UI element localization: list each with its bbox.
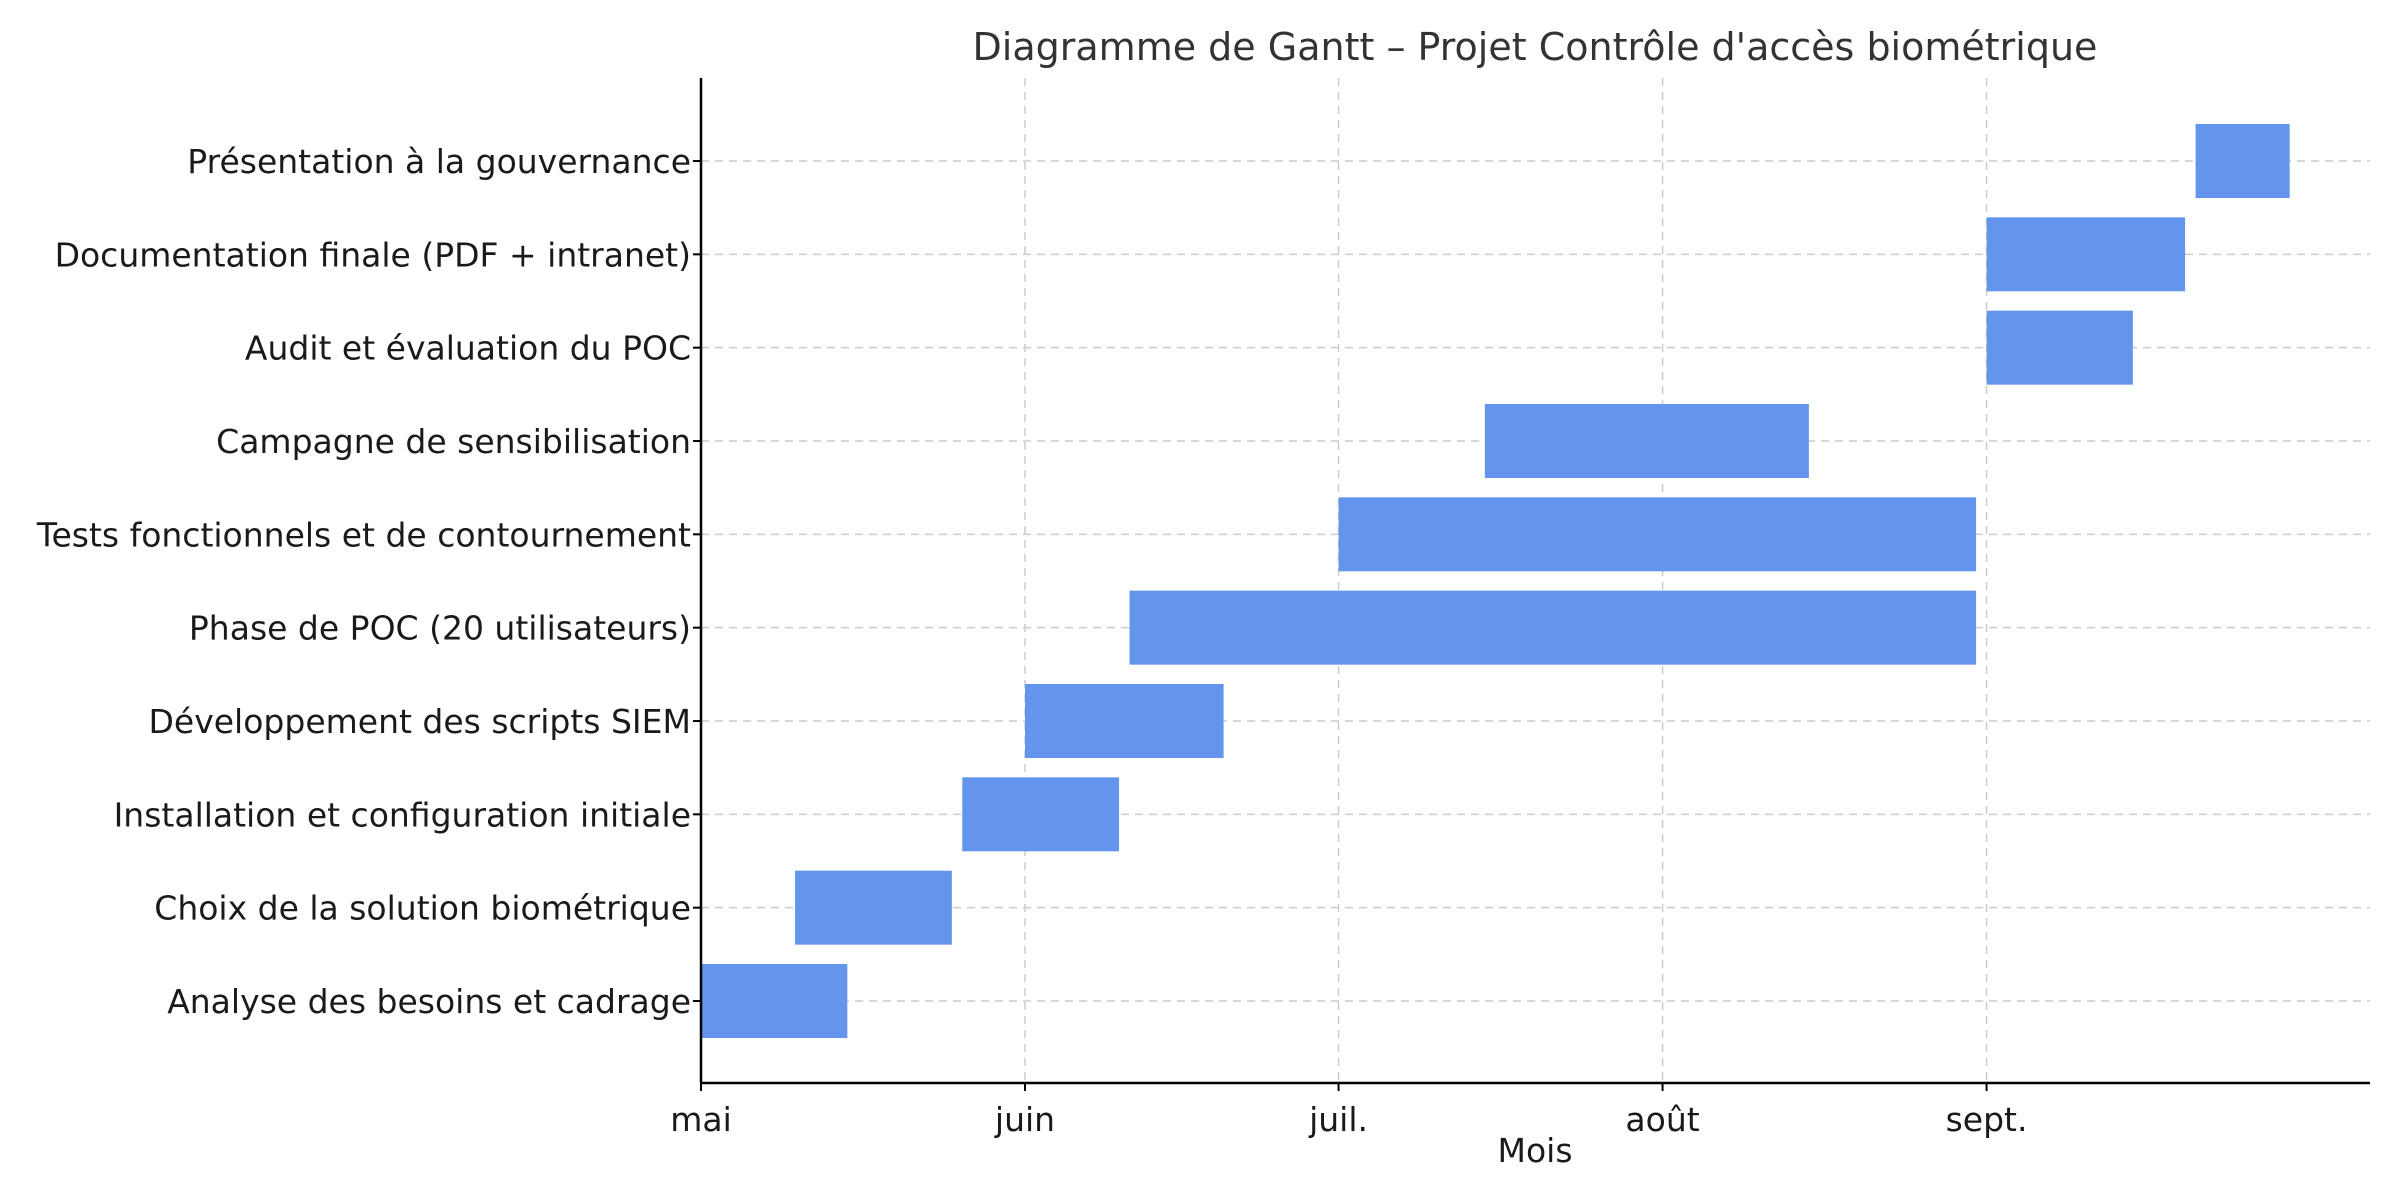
gantt-bar [1025, 684, 1224, 758]
gantt-bar [1338, 497, 1977, 572]
label-layer: mai juin juil. août sept. Analyse des besoins… [36, 142, 2028, 1139]
task-label: Campagne de sensibilisation [216, 422, 691, 461]
gantt-bar [1484, 404, 1809, 478]
bar-layer [701, 124, 2290, 1038]
x-tick-label: août [1625, 1100, 1699, 1139]
gantt-bar [1986, 310, 2133, 385]
axis-layer [693, 78, 2370, 1091]
task-label: Tests fonctionnels et de contournement [36, 515, 691, 554]
task-label: Développement des scripts SIEM [149, 702, 691, 741]
x-tick-label: juin [994, 1100, 1055, 1139]
gantt-bar [795, 870, 952, 945]
chart-title: Diagramme de Gantt – Projet Contrôle d'a… [973, 25, 2098, 69]
task-label: Phase de POC (20 utilisateurs) [189, 609, 691, 648]
gantt-bar [1129, 590, 1977, 665]
task-label: Documentation finale (PDF + intranet) [55, 235, 691, 274]
task-label: Présentation à la gouvernance [187, 142, 691, 181]
gantt-bar [701, 964, 848, 1038]
task-label: Choix de la solution biométrique [154, 889, 691, 928]
gantt-bar [962, 777, 1120, 852]
x-tick-label: mai [670, 1100, 732, 1139]
gantt-bar [2195, 124, 2290, 198]
x-tick-label: juil. [1308, 1100, 1368, 1139]
task-label: Audit et évaluation du POC [245, 329, 691, 368]
x-tick-label: sept. [1946, 1100, 2028, 1139]
task-label: Installation et configuration initiale [114, 795, 691, 834]
task-label: Analyse des besoins et cadrage [167, 982, 691, 1021]
gantt-bar [1986, 217, 2186, 292]
x-axis-label: Mois [1497, 1131, 1572, 1170]
